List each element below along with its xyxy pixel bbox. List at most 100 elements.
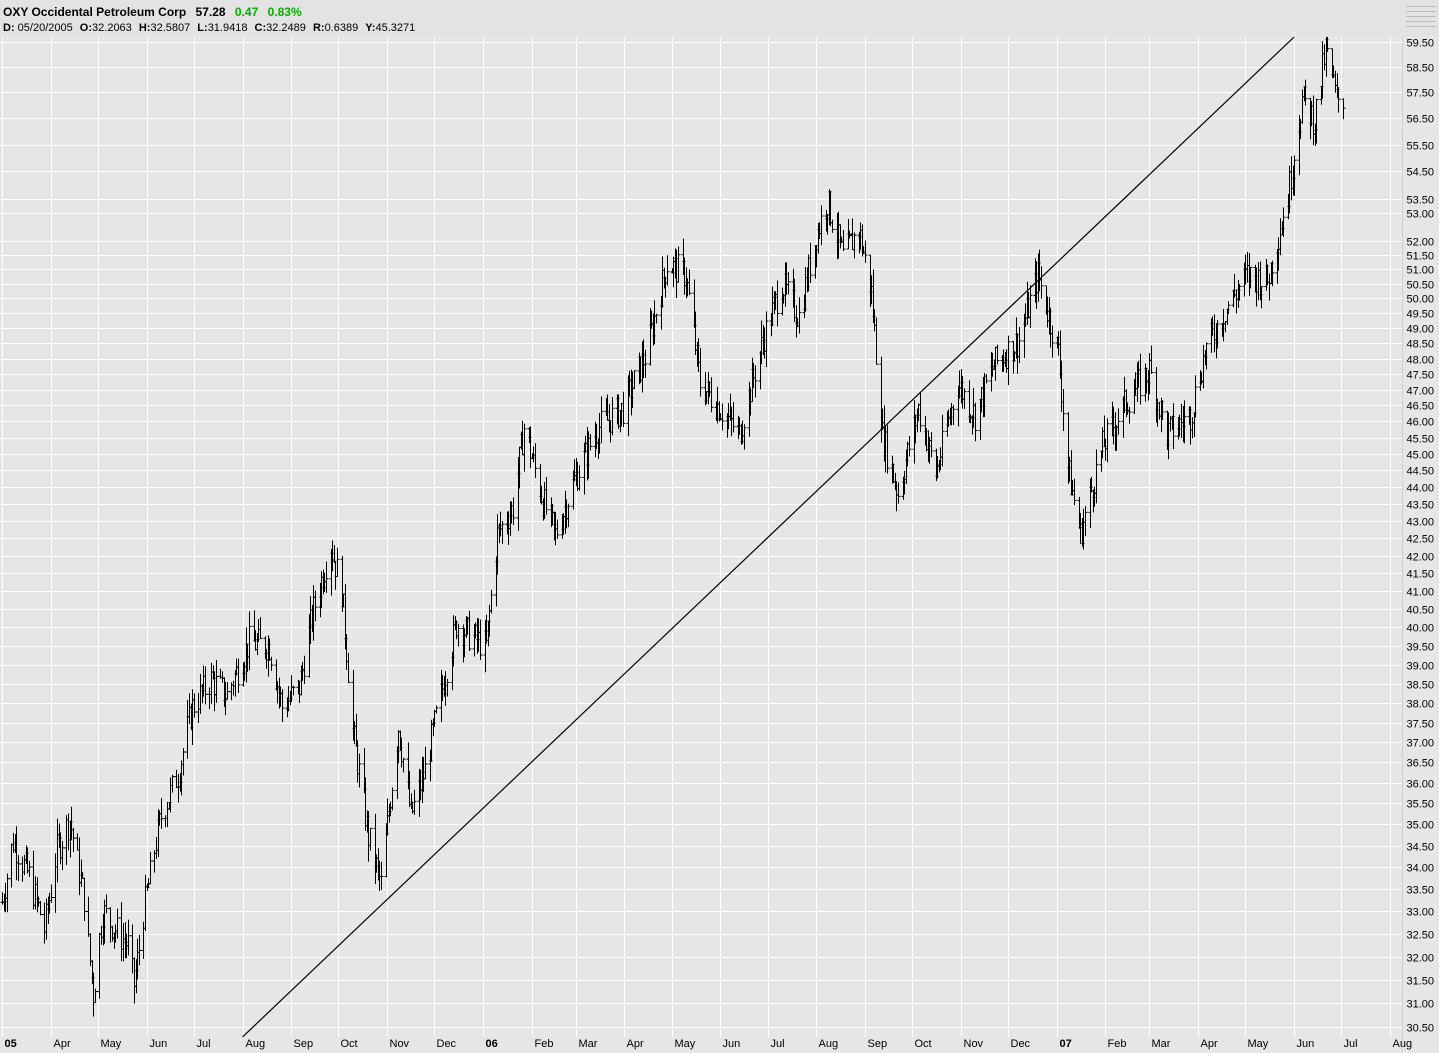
x-axis: 05 Apr May Jun Jul Aug Sep Oct Nov Dec 06 Feb Mar Apr… [5, 1038, 1413, 1050]
ohlc-bar [742, 424, 747, 450]
ohlc-bar [830, 219, 835, 233]
ohlc-bar [115, 908, 120, 939]
ohlc-bar [434, 705, 439, 714]
ohlc-bar [379, 861, 384, 890]
ohlc-bar [16, 854, 21, 881]
ohlc-bar [1259, 286, 1264, 309]
y-tick-label: 44.00 [1406, 483, 1434, 495]
y-tick-label: 54.50 [1406, 167, 1434, 179]
ohlc-bar [962, 388, 967, 410]
x-tick-label: Aug [819, 1038, 839, 1050]
ohlc-bar [1325, 37, 1330, 53]
ohlc-bar [412, 789, 417, 815]
y-tick-label: 39.00 [1406, 661, 1434, 673]
ohlc-bar [192, 693, 197, 718]
ohlc-bar [302, 655, 307, 684]
x-tick-label: Aug [1393, 1038, 1413, 1050]
ohlc-bar [852, 232, 857, 259]
ohlc-bar [698, 347, 703, 397]
ohlc-bar [1204, 342, 1209, 370]
ohlc-bar [214, 660, 219, 703]
y-tick-label: 33.00 [1406, 907, 1434, 919]
trendline[interactable] [242, 37, 1295, 1038]
ohlc-bar [445, 678, 450, 697]
ohlc-bar [1138, 353, 1143, 405]
ohlc-bar [236, 658, 241, 694]
ohlc-bar [489, 589, 494, 614]
x-tick-label: May [1248, 1038, 1269, 1050]
ohlc-bar [159, 797, 164, 829]
ohlc-bar [566, 503, 571, 528]
y-tick-label: 43.50 [1406, 500, 1434, 512]
x-tick-label: Nov [964, 1038, 984, 1050]
y-tick-label: 51.50 [1406, 251, 1434, 263]
ohlc-bar [511, 497, 516, 526]
ohlc-bar [874, 317, 879, 365]
y-tick-label: 59.50 [1406, 38, 1434, 50]
ohlc-bar [1006, 335, 1011, 386]
y-tick-label: 35.50 [1406, 799, 1434, 811]
ohlc-bar [1193, 375, 1198, 418]
ohlc-bar [995, 344, 1000, 365]
y-tick-label: 34.50 [1406, 842, 1434, 854]
resize-grip-icon[interactable] [1406, 6, 1436, 32]
ohlc-bar [841, 230, 846, 251]
ohlc-bar [918, 393, 923, 433]
y-tick-label: 41.50 [1406, 569, 1434, 581]
ohlc-bar [49, 884, 54, 903]
y-tick-label: 35.00 [1406, 820, 1434, 832]
ohlc-bar [1028, 285, 1033, 328]
ohlc-bar [555, 519, 560, 539]
y-tick-label: 50.00 [1406, 294, 1434, 306]
x-tick-label: Mar [579, 1038, 598, 1050]
ohlc-bar [896, 482, 901, 504]
ohlc-bar [478, 619, 483, 660]
y-tick-label: 39.50 [1406, 642, 1434, 654]
y-tick-label: 47.50 [1406, 370, 1434, 382]
ohlc-bar [1116, 408, 1121, 435]
ohlc-bar [808, 242, 813, 283]
y-tick-label: 40.50 [1406, 605, 1434, 617]
readout-y: Y:45.3271 [365, 22, 416, 34]
x-tick-label: Oct [915, 1038, 932, 1050]
x-tick-label: Jun [723, 1038, 741, 1050]
y-tick-label: 31.50 [1406, 976, 1434, 988]
ohlc-bar [423, 746, 428, 780]
y-tick-label: 30.50 [1406, 1023, 1434, 1035]
ohlc-bar [1314, 98, 1319, 144]
ohlc-bars [0, 37, 1346, 1017]
vertical-gridlines [2, 37, 1391, 1037]
ohlc-bar [819, 205, 824, 246]
readout-high: H:32.5807 [138, 22, 191, 34]
ohlc-bar [984, 374, 989, 384]
readout-open: O:32.2063 [79, 22, 132, 34]
ohlc-bar [1083, 506, 1088, 537]
last-price: 57.28 [195, 5, 226, 19]
ohlc-bar [1127, 406, 1132, 424]
y-tick-label: 57.50 [1406, 88, 1434, 100]
x-tick-label: Apr [1201, 1038, 1218, 1050]
y-tick-label: 36.50 [1406, 758, 1434, 770]
ohlc-bar [38, 901, 43, 916]
ohlc-bar [335, 547, 340, 578]
ohlc-bar [390, 787, 395, 811]
x-tick-label: May [675, 1038, 696, 1050]
ohlc-bar [357, 753, 362, 788]
price-chart[interactable]: 59.50 58.50 57.50 56.50 55.50 54.50 53.50 53.00… [0, 37, 1439, 1053]
symbol-line: OXY Occidental Petroleum Corp 57.28 0.47… [3, 5, 308, 19]
ohlc-bar [753, 365, 758, 398]
price-change: 0.47 [234, 5, 259, 19]
ohlc-bar [522, 423, 527, 472]
y-tick-label: 48.00 [1406, 355, 1434, 367]
readout-range: R:0.6389 [312, 22, 359, 34]
y-tick-label: 38.50 [1406, 680, 1434, 692]
y-tick-label: 56.50 [1406, 114, 1434, 126]
chart-background [0, 37, 1439, 1053]
y-tick-label: 49.50 [1406, 309, 1434, 321]
readout-close: C:32.2489 [254, 22, 306, 34]
ohlc-bar [1281, 207, 1286, 238]
ohlc-bar [1160, 400, 1165, 421]
ohlc-bar [588, 434, 593, 451]
y-tick-label: 48.50 [1406, 339, 1434, 351]
ohlc-bar [709, 377, 714, 413]
